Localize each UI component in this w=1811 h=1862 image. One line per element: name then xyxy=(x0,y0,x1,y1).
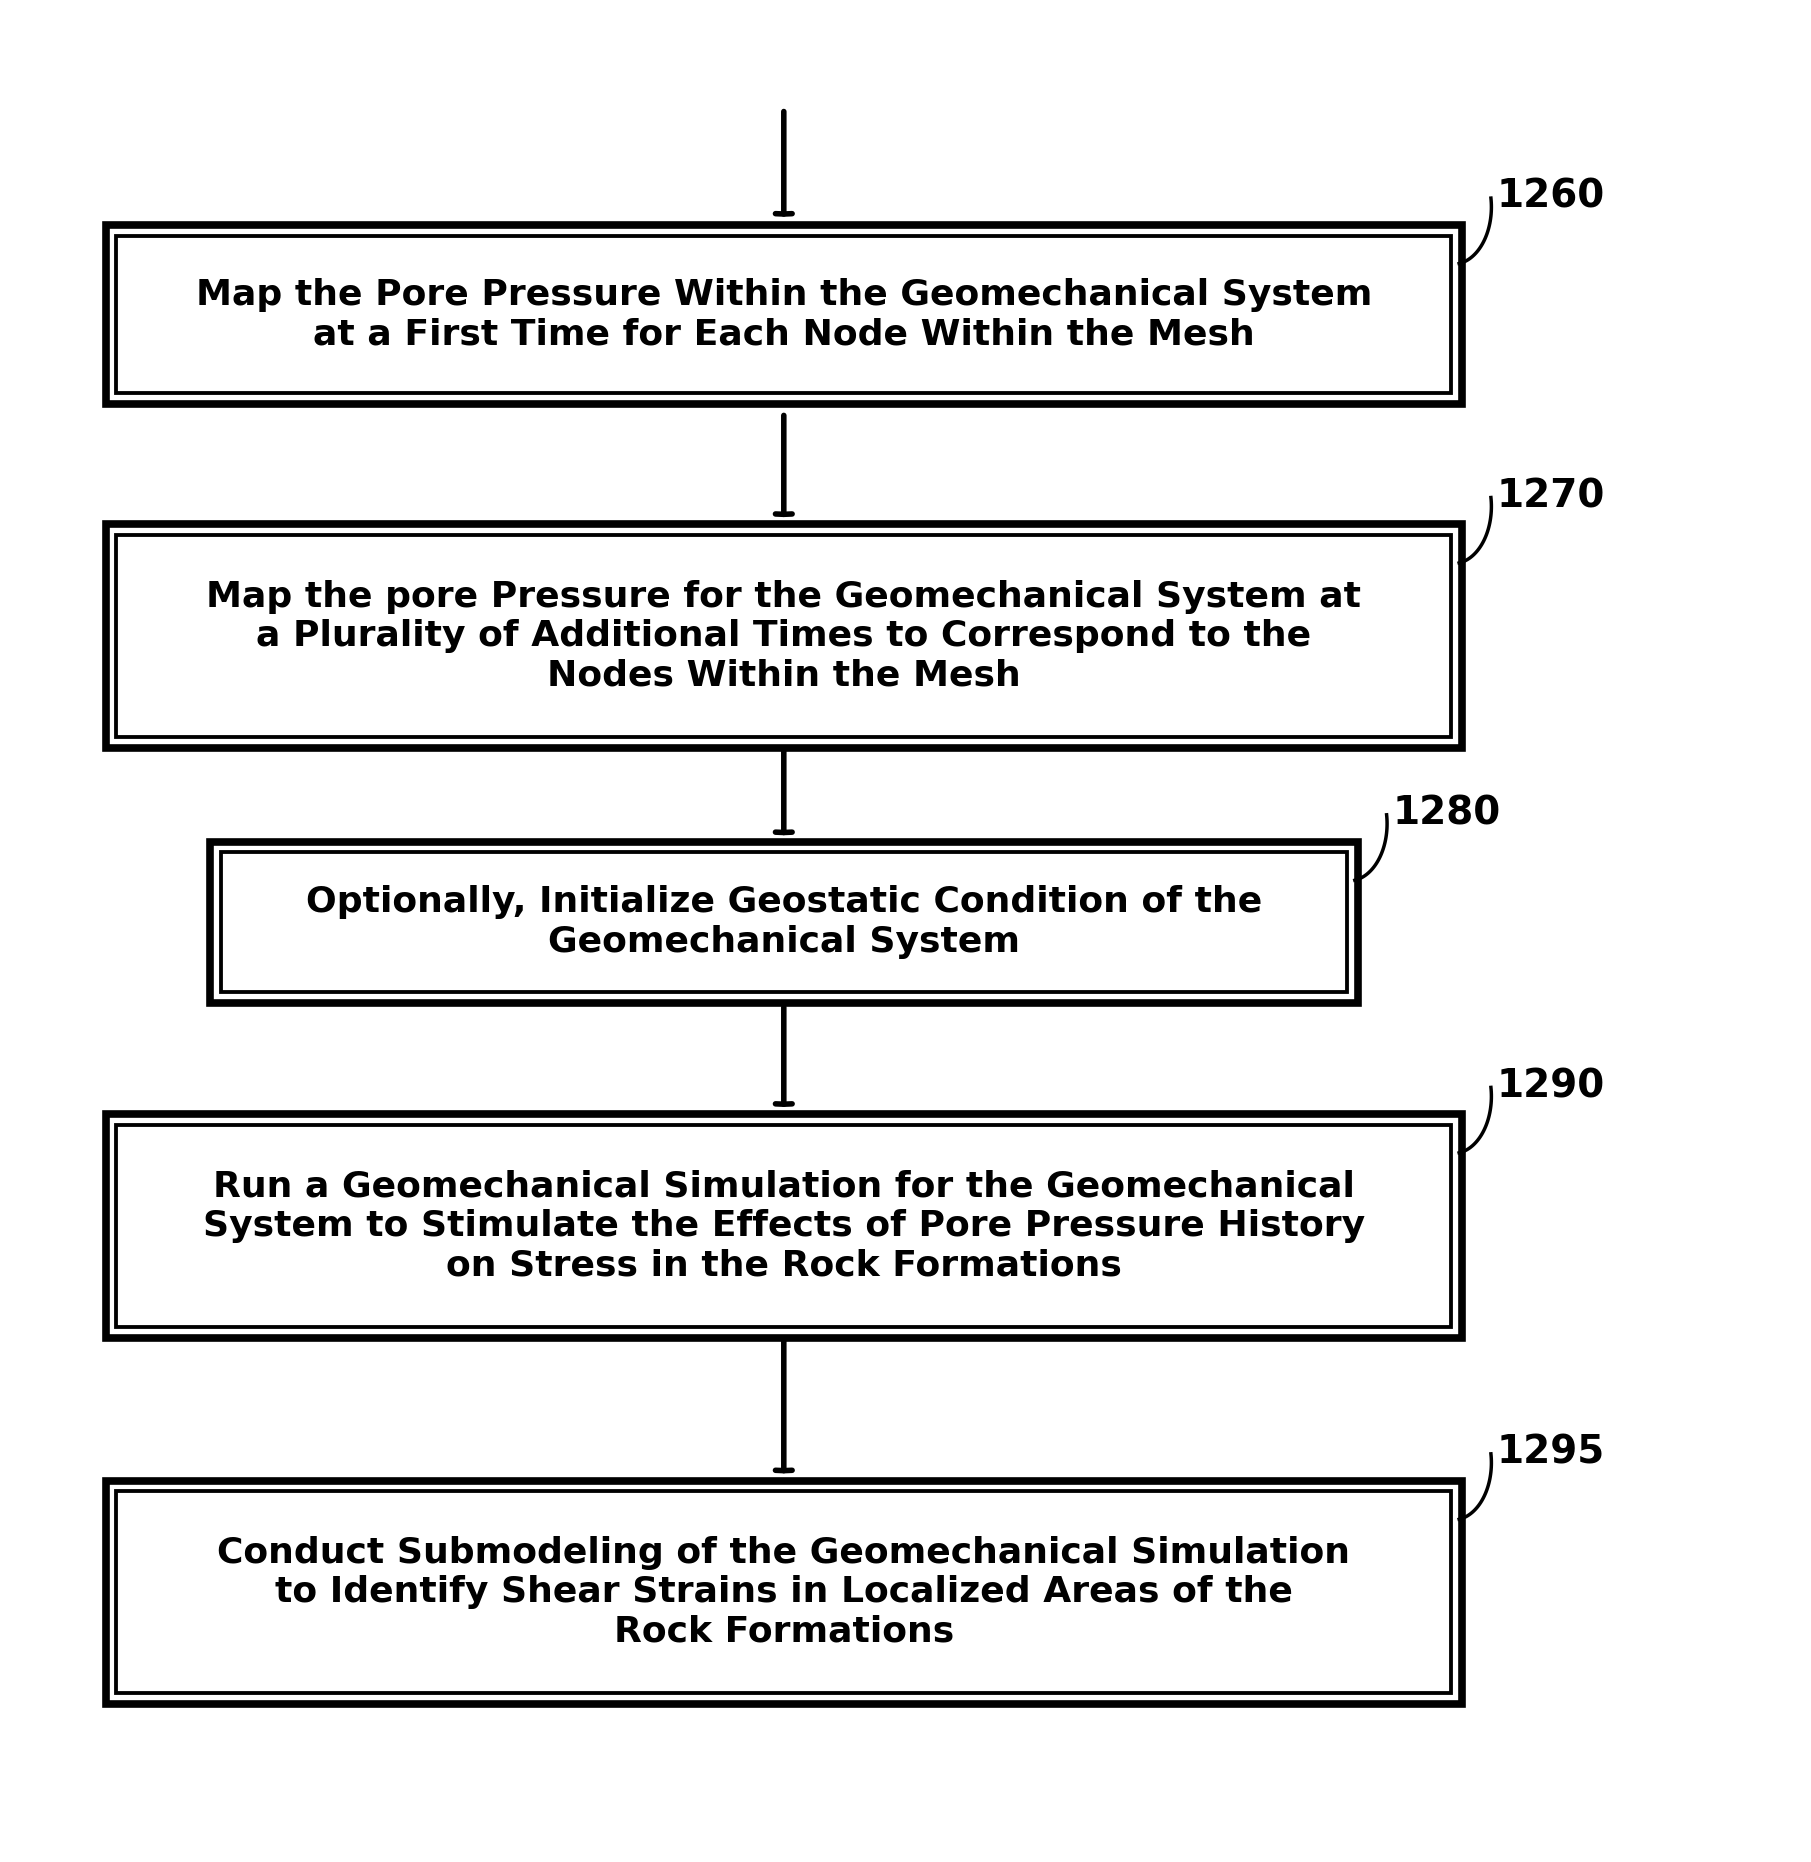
Bar xyxy=(116,236,1451,393)
Bar xyxy=(116,1125,1451,1328)
Text: 1280: 1280 xyxy=(1393,795,1501,832)
Text: Optionally, Initialize Geostatic Condition of the
Geomechanical System: Optionally, Initialize Geostatic Conditi… xyxy=(306,884,1262,959)
Bar xyxy=(210,842,1358,1002)
Text: Conduct Submodeling of the Geomechanical Simulation
to Identify Shear Strains in: Conduct Submodeling of the Geomechanical… xyxy=(217,1536,1351,1648)
Text: Map the pore Pressure for the Geomechanical System at
a Plurality of Additional : Map the pore Pressure for the Geomechani… xyxy=(206,579,1362,693)
Bar xyxy=(105,525,1461,749)
Text: 1295: 1295 xyxy=(1496,1434,1605,1471)
Bar xyxy=(105,225,1461,404)
Text: 1270: 1270 xyxy=(1496,477,1605,516)
Bar xyxy=(116,534,1451,737)
Bar xyxy=(105,1113,1461,1337)
Bar xyxy=(116,1491,1451,1693)
Text: Run a Geomechanical Simulation for the Geomechanical
System to Stimulate the Eff: Run a Geomechanical Simulation for the G… xyxy=(203,1169,1365,1283)
Bar xyxy=(221,853,1347,992)
Text: Map the Pore Pressure Within the Geomechanical System
at a First Time for Each N: Map the Pore Pressure Within the Geomech… xyxy=(196,277,1373,352)
Text: 1290: 1290 xyxy=(1496,1067,1605,1106)
Text: 1260: 1260 xyxy=(1496,179,1605,216)
Bar xyxy=(105,1480,1461,1704)
